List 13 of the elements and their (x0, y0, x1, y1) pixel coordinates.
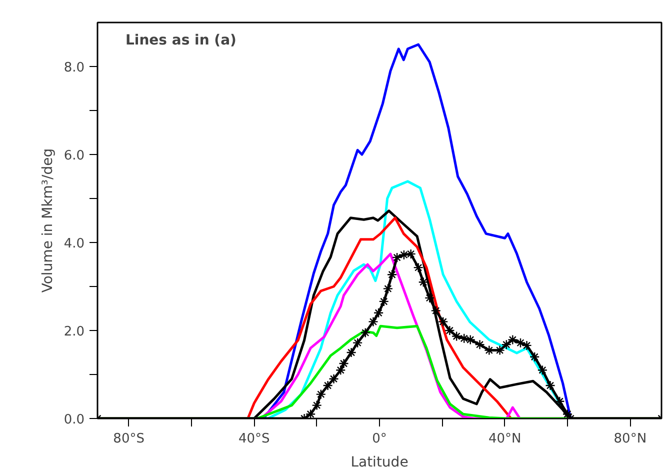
annotation: Lines as in (a) (126, 32, 236, 48)
x-tick-label: 40°N (488, 432, 522, 446)
x-tick-label: 0° (372, 432, 387, 446)
x-tick-label: 80°S (113, 432, 144, 446)
y-tick-label: 2.0 (64, 324, 85, 340)
y-tick-label: 8.0 (64, 60, 85, 76)
y-tick-label: 4.0 (64, 236, 85, 252)
y-tick-label: 0.0 (64, 412, 85, 428)
x-tick-label: 40°S (238, 432, 270, 446)
x-tick-label: 80°N (614, 432, 647, 446)
x-axis-title: Latitude (350, 454, 408, 470)
y-tick-label: 6.0 (64, 148, 85, 164)
y-axis-title: Volume in Mkm³/deg (40, 148, 56, 293)
